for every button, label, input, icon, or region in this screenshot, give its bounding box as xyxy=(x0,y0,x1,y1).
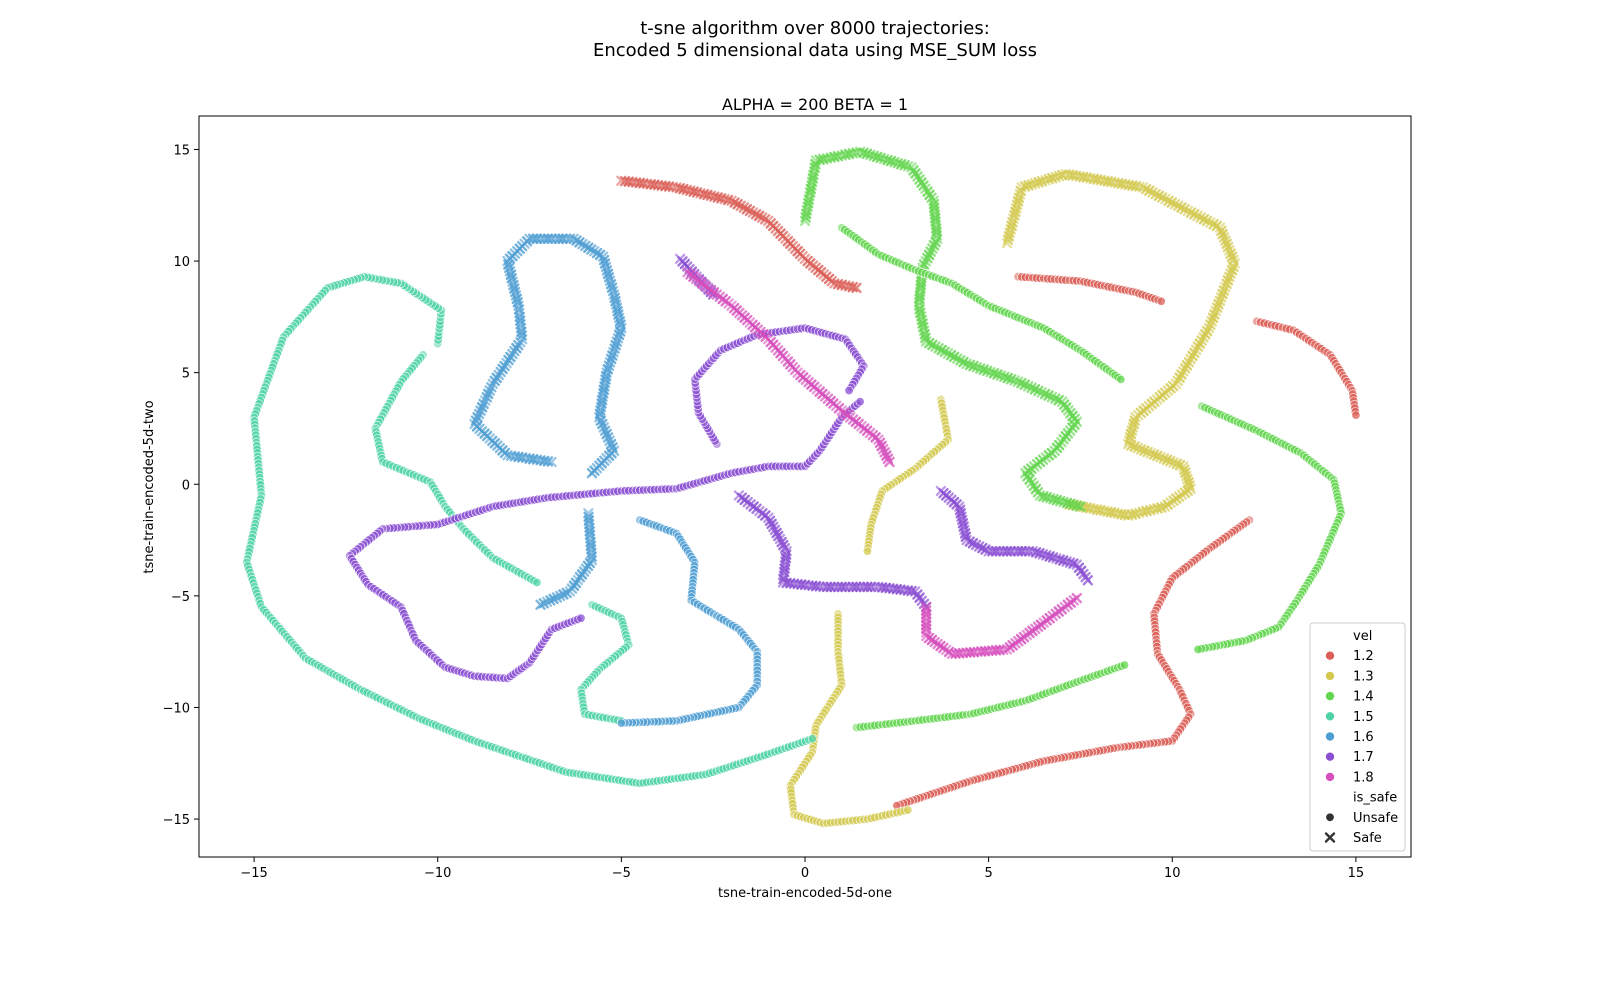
legend-label: 1.5 xyxy=(1353,710,1374,725)
scatter-point xyxy=(586,467,598,479)
scatter-point xyxy=(807,734,817,744)
legend-swatch xyxy=(1325,691,1335,701)
legend-swatch xyxy=(1325,671,1335,681)
plot-frame xyxy=(198,115,1412,858)
legend-items: vel 1.2 1.3 1.4 1.5 1.6 1.7 1.8 is_safe Unsafe Saf… xyxy=(1324,629,1398,846)
legend-label: 1.7 xyxy=(1353,750,1374,765)
scatter-point xyxy=(862,546,872,556)
legend-label: 1.6 xyxy=(1353,730,1374,745)
legend-swatch xyxy=(1325,650,1335,661)
legend-swatch xyxy=(1325,731,1335,742)
legend-marker xyxy=(1325,812,1335,822)
scatter-point xyxy=(1071,592,1082,604)
legend-label: 1.8 xyxy=(1353,770,1374,785)
x-tick-label: −5 xyxy=(612,866,631,881)
x-tick-label: 0 xyxy=(801,866,809,881)
scatter-point xyxy=(855,397,865,407)
figure-suptitle: t-sne algorithm over 8000 trajectories: … xyxy=(593,18,1037,61)
y-tick-label: −15 xyxy=(163,813,190,828)
y-tick-label: −10 xyxy=(163,701,190,716)
legend-swatch xyxy=(1325,751,1335,762)
scatter-point xyxy=(1082,575,1093,586)
legend-hue-title: vel xyxy=(1353,629,1372,644)
x-tick-label: −10 xyxy=(424,866,451,881)
scatter-point xyxy=(1075,501,1086,512)
y-tick-label: 0 xyxy=(182,478,190,493)
x-tick-label: 10 xyxy=(1164,866,1181,881)
scatter-point xyxy=(1193,644,1203,654)
scatter-point xyxy=(532,577,542,587)
suptitle-line-1: t-sne algorithm over 8000 trajectories: xyxy=(640,18,990,39)
x-tick-label: −15 xyxy=(240,866,267,881)
scatter-points xyxy=(242,146,1361,829)
legend-label: 1.3 xyxy=(1353,669,1374,684)
legend-label: 1.4 xyxy=(1353,690,1374,705)
legend-swatch xyxy=(1325,772,1335,782)
y-axis: −15 −10 −5 0 5 10 15 xyxy=(163,143,199,828)
scatter-point xyxy=(884,456,895,468)
y-axis-label: tsne-train-encoded-5d-two xyxy=(142,400,157,573)
x-axis-label: tsne-train-encoded-5d-one xyxy=(718,886,892,901)
legend-swatch xyxy=(1325,711,1335,722)
x-axis: −15 −10 −5 0 5 10 15 xyxy=(240,857,1364,881)
legend-style-title: is_safe xyxy=(1353,791,1397,806)
legend-label: Safe xyxy=(1353,831,1382,846)
legend: vel 1.2 1.3 1.4 1.5 1.6 1.7 1.8 is_safe Unsafe Saf… xyxy=(1309,622,1406,852)
legend-box xyxy=(1309,622,1406,852)
axes-title: ALPHA = 200 BETA = 1 xyxy=(722,95,908,114)
scatter-point xyxy=(851,282,862,294)
suptitle-line-2: Encoded 5 dimensional data using MSE_SUM… xyxy=(593,40,1037,61)
scatter-point xyxy=(844,386,854,396)
legend-label: Unsafe xyxy=(1353,811,1398,826)
scatter-point xyxy=(1120,660,1130,670)
scatter-point xyxy=(1116,374,1126,384)
x-tick-label: 5 xyxy=(984,866,992,881)
legend-marker xyxy=(1324,832,1336,843)
y-tick-label: 10 xyxy=(173,255,190,270)
scatter-point xyxy=(616,718,626,728)
legend-label: 1.2 xyxy=(1353,649,1374,664)
x-tick-label: 15 xyxy=(1348,866,1365,881)
scatter-point xyxy=(903,805,913,815)
scatter-point xyxy=(535,599,546,610)
y-tick-label: 15 xyxy=(173,143,190,158)
scatter-point xyxy=(576,613,586,623)
y-tick-label: 5 xyxy=(182,367,190,382)
y-tick-label: −5 xyxy=(171,590,190,605)
scatter-point xyxy=(1156,296,1166,306)
scatter-point xyxy=(1351,410,1361,420)
